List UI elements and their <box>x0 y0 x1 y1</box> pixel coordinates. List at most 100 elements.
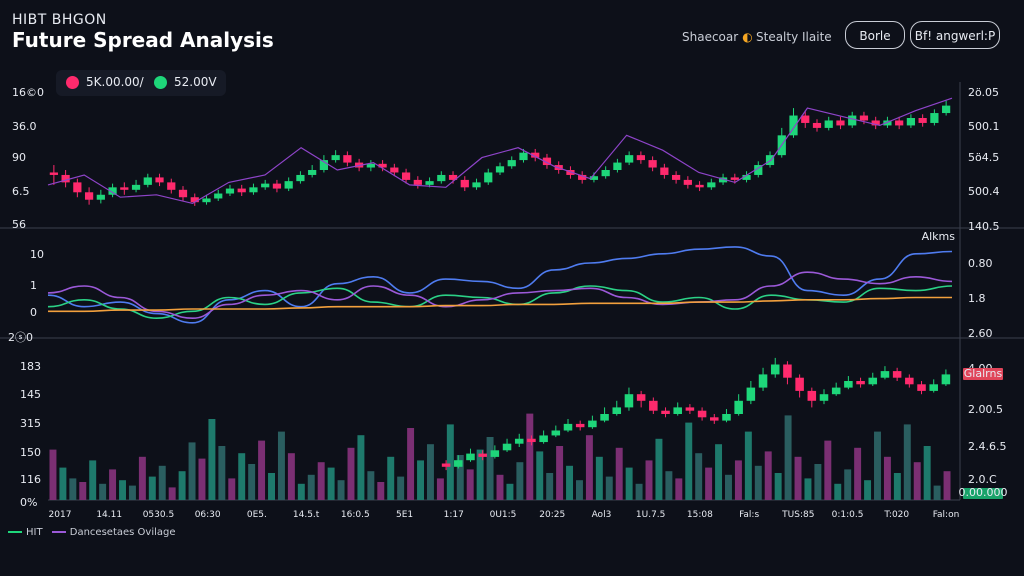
candle-body <box>930 113 939 123</box>
overlay-candle-body <box>892 371 902 378</box>
x-tick-label: 06:30 <box>195 510 221 520</box>
volume-bar <box>417 460 425 500</box>
candle-body <box>695 184 704 188</box>
circle-dot-icon: ◐ <box>742 30 753 44</box>
volume-bar <box>198 458 206 500</box>
volume-bar <box>268 473 275 500</box>
nav-link-stealty[interactable]: Stealty Ilaite <box>756 30 832 44</box>
volume-bar <box>138 456 146 500</box>
x-tick-label: 2017 <box>49 510 72 520</box>
volume-bar <box>585 435 593 500</box>
overlay-candle-body <box>917 384 926 391</box>
candle-body <box>495 166 505 173</box>
candle-body <box>531 152 540 158</box>
volume-bar <box>605 476 613 500</box>
overlay-candle-body <box>624 394 634 408</box>
volume-bar <box>148 476 156 500</box>
candle-body <box>472 182 481 188</box>
candle-body <box>660 167 669 175</box>
volume-bar <box>397 476 405 500</box>
overlay-candle-body <box>612 407 622 414</box>
candle-body <box>789 115 798 136</box>
x-tick-label: 0:1:0.5 <box>832 510 864 520</box>
volume-bar <box>923 446 931 500</box>
x-tick-label: T:020 <box>883 510 909 520</box>
x-tick-label: 1:17 <box>444 510 464 520</box>
x-tick-label: Fal:s <box>739 510 759 520</box>
volume-bar <box>99 483 107 500</box>
overlay-candle-body <box>563 423 573 431</box>
overlay-candle-body <box>490 450 500 457</box>
footer-legend-label-2: Dancesetaes Ovilage <box>69 527 176 538</box>
candle-body <box>366 163 375 168</box>
candle-body <box>848 115 857 126</box>
overlay-candle-body <box>783 364 792 378</box>
borle-button[interactable]: Borle <box>845 21 905 49</box>
volume-bar <box>208 419 216 500</box>
oscillator-line <box>47 271 953 320</box>
price-tag-label: 0.00.000 <box>959 486 1008 499</box>
candle-body <box>413 179 422 185</box>
candle-body <box>84 192 94 200</box>
candle-body <box>918 118 927 123</box>
overlay-candle-body <box>880 371 890 378</box>
y2-tick-label: 140.5 <box>968 220 1000 233</box>
candle-body <box>460 179 469 188</box>
y-tick-label: 56 <box>12 218 26 231</box>
legend-label-2: 52.00V <box>174 75 217 89</box>
candle-body <box>225 188 235 194</box>
volume-bar <box>903 424 911 500</box>
volume-bar <box>277 431 285 500</box>
candle-body <box>754 165 763 175</box>
volume-bar <box>834 483 842 500</box>
y2-tick-label: 500.1 <box>968 120 1000 133</box>
volume-bar <box>238 453 246 500</box>
overlay-candle-body <box>697 410 707 418</box>
candle-body <box>61 174 70 183</box>
candle-body <box>871 120 880 126</box>
legend-swatch-purple <box>51 531 66 533</box>
angwerl-button[interactable]: Bf! angwerl:P <box>910 21 1000 49</box>
legend-dot-red <box>66 76 79 89</box>
candle-body <box>155 177 164 183</box>
x-tick-label: Aol3 <box>592 510 612 520</box>
candle-body <box>49 172 58 175</box>
candle-body <box>589 176 599 180</box>
page-title: Future Spread Analysis <box>12 28 274 52</box>
candle-body <box>143 177 152 185</box>
overlay-candle-body <box>478 453 487 457</box>
volume-bar <box>357 435 365 500</box>
x-tick-label: TUS:85 <box>781 510 814 520</box>
volume-bar <box>695 453 703 500</box>
volume-bar <box>516 462 524 500</box>
volume-bar <box>456 455 464 500</box>
candle-body <box>765 155 775 166</box>
candle-body <box>906 118 916 126</box>
y-tick-label: 2ⓢ0 <box>8 331 33 344</box>
volume-bar <box>327 467 335 500</box>
overlay-candle-body <box>856 381 865 385</box>
volume-bar <box>854 447 862 500</box>
y2-tick-label: 2.00.5 <box>968 403 1003 416</box>
volume-bar <box>685 422 693 500</box>
x-tick-label: 0U1:5 <box>490 510 517 520</box>
price-tag-red <box>963 368 1003 380</box>
y2-tick-label: 2.0.C <box>968 473 997 486</box>
volume-bar <box>764 451 772 500</box>
overlay-candle-body <box>941 374 951 385</box>
volume-bar <box>814 464 822 500</box>
overlay-candle-body <box>454 460 463 467</box>
volume-bar <box>307 474 315 500</box>
y-tick-label: 36.0 <box>12 120 37 133</box>
volume-bar <box>297 483 305 500</box>
overlay-candle-body <box>807 390 817 401</box>
overlay-candle-body <box>905 377 914 385</box>
volume-bar <box>774 473 782 500</box>
nav-link-shaecoar[interactable]: Shaecoar ◐ <box>682 30 753 44</box>
volume-bar <box>486 437 494 500</box>
y-tick-label: 116 <box>20 473 41 486</box>
candle-body <box>425 181 434 185</box>
legend-swatch-green <box>8 531 22 533</box>
volume-bar <box>844 469 852 500</box>
